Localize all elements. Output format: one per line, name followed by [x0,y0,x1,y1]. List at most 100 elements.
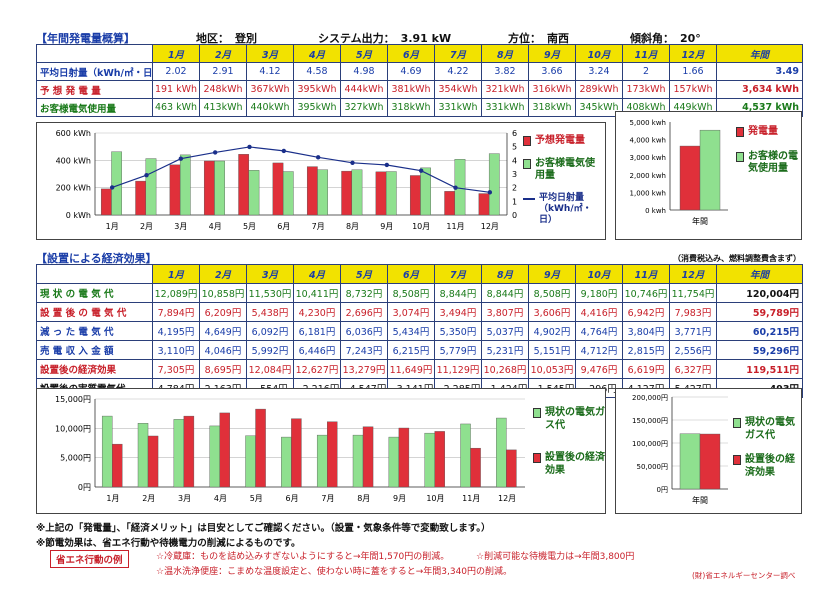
y2-tick-label: 6 [512,129,517,138]
y-tick-label: 5,000円 [60,454,91,463]
current-cost-bar [281,436,292,488]
current-cost-bar [137,423,149,488]
legend-annual-usage-label: お客様の電気使用量 [748,150,798,175]
row-label: 現 状 の 電 気 代 [36,283,153,303]
table-cell: 3.82 [481,62,529,81]
table-cell: 444kWh [340,80,388,99]
table-cell: 381kWh [387,80,435,99]
irradiance-point [109,185,115,190]
y-tick-label: 50,000円 [637,463,669,471]
table1-header-row: 1月 2月 3月 4月 5月 6月 7月 8月 9月 10月 11月 12月 年間 [36,44,803,63]
year-total-cell: 119,511円 [716,359,803,379]
table-cell: 2.91 [199,62,247,81]
generation-bar [478,193,490,216]
table-cell: 6,209円 [199,302,247,322]
system-output-label: システム出力： [318,32,395,45]
table-cell: 4,230円 [293,302,341,322]
table-row: 売 電 収 入 金 額 3,110円 4,046円 5,992円 6,446円 7,243… [36,340,803,360]
energy-saving-badge: 省エネ行動の例 [50,550,129,568]
tip-refrigerator: ☆冷蔵庫：ものを詰め込みすぎないようにすると→年間1,570円の削減。 [156,552,450,562]
generation-bar [341,170,353,216]
table-cell: 3,804円 [622,321,670,341]
year-total-cell: 60,215円 [716,321,803,341]
usage-bar [385,171,397,216]
year-total-cell: 59,296円 [716,340,803,360]
legend-annual-usage: お客様の電気使用量 [736,151,800,176]
area-value: 登別 [235,32,257,45]
chart1-legend: 予想発電量 お客様電気使用量 平均日射量（kWh/㎡・日） [523,135,603,226]
row-label: 設 置 後 の 電 気 代 [36,302,153,322]
table-cell: 5,151円 [528,340,576,360]
legend-generation: 予想発電量 [523,135,603,148]
row-label: 予 想 発 電 量 [36,80,153,99]
generation-bar [169,164,181,216]
month-header: 11月 [622,44,670,63]
table-cell: 5,779円 [434,340,482,360]
usage-bar [145,158,157,216]
table-cell: 2 [622,62,670,81]
table-cell: 2,696円 [340,302,388,322]
month-header: 9月 [528,264,576,284]
table-cell: 4,649円 [199,321,247,341]
monthly-generation-chart: 0 kWh 200 kWh 400 kWh 600 kWh 0 1 2 3 4 5 6 1月 2月 3月 4… [56,129,518,231]
table-cell: 191 kWh [152,80,200,99]
direction-label: 方位： [508,32,541,45]
x-tick-label: 8月 [346,222,359,231]
economic-effect-bar [362,426,374,488]
x-tick-label: 11月 [462,494,480,503]
table-row: お客様電気使用量 463 kWh 413kWh 440kWh 395kWh 327kWh 3… [36,98,803,117]
section-title-annual-generation: 【年間発電量概算】 [36,32,135,45]
usage-bar [420,167,431,216]
month-header: 12月 [669,264,717,284]
economic-effect-bar [506,449,517,488]
legend-irradiance: 平均日射量（kWh/㎡・日） [523,193,603,227]
x-tick-label: 11月 [446,222,464,231]
y2-tick-label: 4 [512,156,517,165]
table-cell: 463 kWh [152,98,200,117]
usage-bar [248,170,260,216]
table-cell: 5,037円 [481,321,529,341]
annual-generation-chart-panel: 0 kwh 1,000 kwh 2,000 kwh 3,000 kwh 4,000 kw… [615,111,802,240]
table-cell: 318kWh [387,98,435,117]
table-cell: 8,508円 [528,283,576,303]
table-cell: 7,894円 [152,302,200,322]
annual-economic-effect-bar [699,433,721,490]
x-tick-label: 1月 [106,494,119,503]
legend-economic-effect: 設置後の経済効果 [533,452,605,477]
month-header: 4月 [293,264,341,284]
generation-bar [203,160,215,216]
usage-bar [317,169,328,216]
table-cell: 4.58 [293,62,341,81]
table-cell: 8,844円 [481,283,529,303]
area-info: 地区： 登別 [196,30,257,46]
usage-bar [282,171,294,216]
table-cell: 4.12 [246,62,294,81]
table-cell: 395kWh [293,80,341,99]
month-header: 11月 [622,264,670,284]
header-blank-cell [36,264,153,284]
legend-annual-current-cost-label: 現状の電気ガス代 [745,417,795,441]
y-tick-label: 10,000円 [55,424,91,433]
table-row: 現 状 の 電 気 代 12,089円 10,858円 11,530円 10,411円 8… [36,283,803,303]
y2-tick-label: 2 [512,184,517,193]
month-header: 12月 [669,44,717,63]
table-cell: 3.24 [575,62,623,81]
legend-economic-effect-label: 設置後の経済効果 [545,452,605,476]
table-cell: 7,983円 [669,302,717,322]
x-tick-label: 4月 [209,222,222,231]
x-tick-label: 2月 [142,494,155,503]
month-header: 7月 [434,44,482,63]
table-cell: 331kWh [434,98,482,117]
generation-bar [135,180,147,216]
current-cost-bar [245,435,256,488]
tilt-label: 傾斜角： [630,32,674,45]
table-cell: 10,858円 [199,283,247,303]
current-cost-bar [424,432,435,488]
x-tick-label: 6月 [277,222,290,231]
legend-annual-generation: 発電量 [736,126,800,139]
table-cell: 5,438円 [246,302,294,322]
area-label: 地区： [196,32,229,45]
source-credit: (財)省エネルギーセンター調べ [692,571,796,580]
y-tick-label: 600 kWh [56,129,91,138]
table2-header-row: 1月 2月 3月 4月 5月 6月 7月 8月 9月 10月 11月 12月 年間 [36,264,803,284]
